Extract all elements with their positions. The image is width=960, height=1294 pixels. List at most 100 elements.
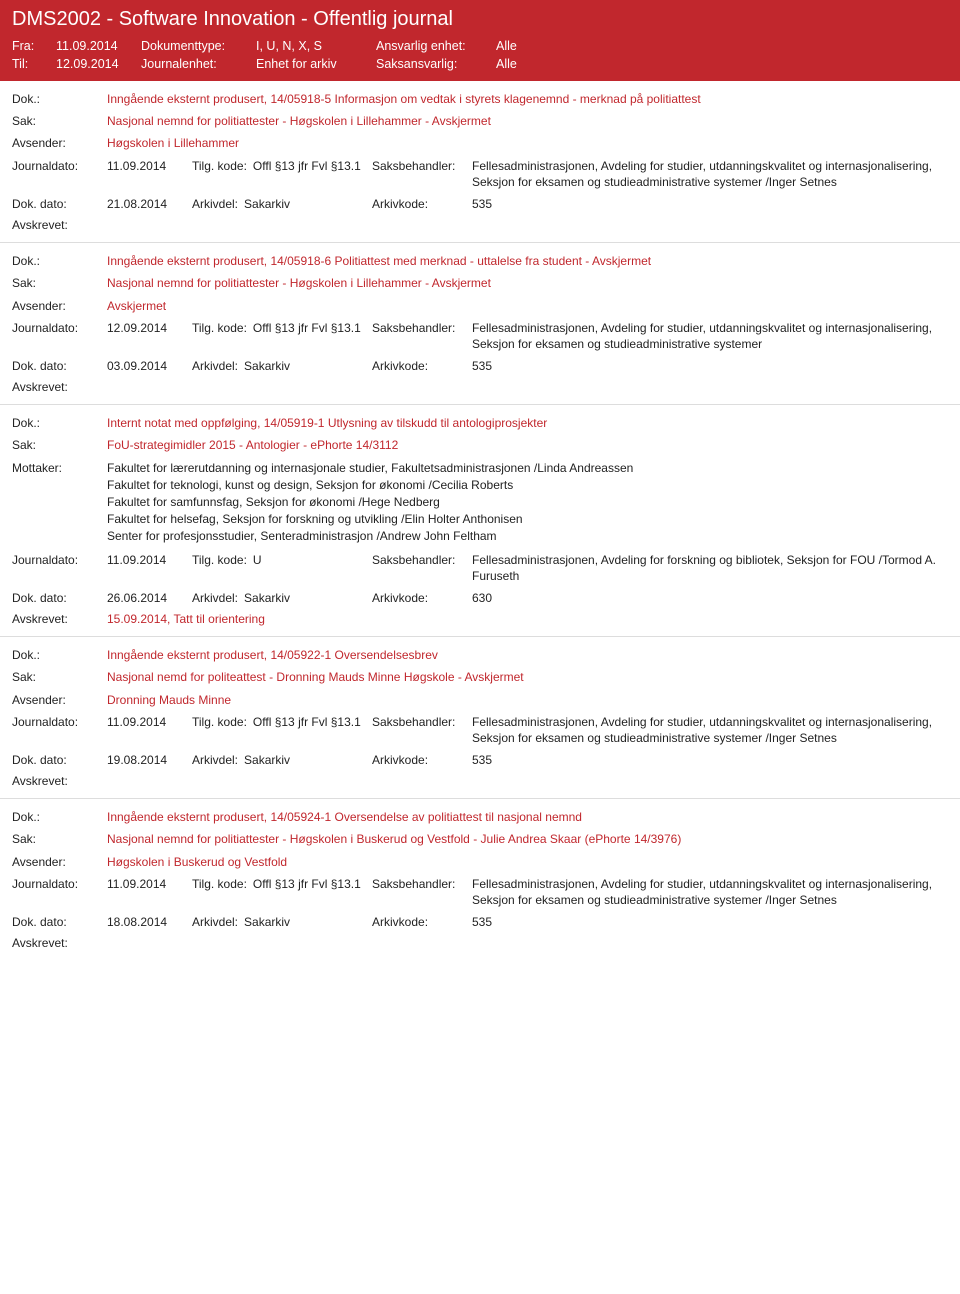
dokdato-label-lbl: Dok. dato: [12,196,67,212]
avsender-row: Avsender:Dronning Mauds Minne [12,692,948,708]
avsender-row: Avsender:Avskjermet [12,298,948,314]
dokdato-label: Dok. dato: [12,196,107,212]
journalenhet-value: Enhet for arkiv [256,57,376,71]
meta-row-2: Dok. dato:18.08.2014Arkivdel:SakarkivArk… [12,914,948,930]
arkivkode-value: 535 [472,914,948,930]
tilgkode-cell-lbl: Tilg. kode: [192,714,247,730]
journaldato-label-lbl: Journaldato: [12,552,78,568]
journal-record: Dok.:Inngående eksternt produsert, 14/05… [0,81,960,242]
meta-row-1: Journaldato:11.09.2014Tilg. kode:Offl §1… [12,158,948,190]
journaldato-label-lbl: Journaldato: [12,876,78,892]
arkivkode-label: Arkivkode: [372,358,472,374]
saksbehandler-value-val: Fellesadministrasjonen, Avdeling for stu… [472,320,948,352]
journaldato-value: 11.09.2014 [107,158,192,174]
report-header: DMS2002 - Software Innovation - Offentli… [0,0,960,81]
arkivdel-cell-val: Sakarkiv [244,196,290,212]
saksbehandler-value-val: Fellesadministrasjonen, Avdeling for stu… [472,876,948,908]
arkivdel-cell-lbl: Arkivdel: [192,358,238,374]
sak-row: Sak:Nasjonal nemnd for politiattester - … [12,113,948,129]
arkivkode-value: 535 [472,358,948,374]
tilgkode-cell: Tilg. kode:Offl §13 jfr Fvl §13.1 [192,320,372,336]
tilgkode-cell-val: Offl §13 jfr Fvl §13.1 [253,158,361,174]
sak-row-label: Sak: [12,437,107,453]
tilgkode-cell-val: Offl §13 jfr Fvl §13.1 [253,876,361,892]
dokdato-value: 18.08.2014 [107,914,192,930]
sak-row: Sak:Nasjonal nemnd for politiattester - … [12,831,948,847]
dok-row-label: Dok.: [12,415,107,431]
avskrevet-row: Avskrevet: [12,774,948,788]
saksbehandler-value-val: Fellesadministrasjonen, Avdeling for stu… [472,714,948,746]
avsender-row-label: Avsender: [12,135,107,151]
saksansvarlig-value: Alle [496,57,948,71]
dokdato-label-lbl: Dok. dato: [12,590,67,606]
ansvarlig-label: Ansvarlig enhet: [376,39,496,53]
arkivkode-label-lbl: Arkivkode: [372,914,428,930]
dokdato-label-lbl: Dok. dato: [12,358,67,374]
arkivkode-label: Arkivkode: [372,196,472,212]
sak-row: Sak:FoU-strategimidler 2015 - Antologier… [12,437,948,453]
dokdato-label: Dok. dato: [12,358,107,374]
sak-row-label: Sak: [12,669,107,685]
saksbehandler-label-lbl: Saksbehandler: [372,158,455,174]
tilgkode-cell-val: Offl §13 jfr Fvl §13.1 [253,714,361,730]
journal-record: Dok.:Internt notat med oppfølging, 14/05… [0,404,960,636]
arkivdel-cell: Arkivdel:Sakarkiv [192,358,372,374]
avskrevet-label: Avskrevet: [12,774,107,788]
dokdato-label: Dok. dato: [12,914,107,930]
journal-record: Dok.:Inngående eksternt produsert, 14/05… [0,798,960,960]
meta-row-2: Dok. dato:26.06.2014Arkivdel:SakarkivArk… [12,590,948,606]
journaldato-value: 11.09.2014 [107,876,192,892]
avskrevet-label: Avskrevet: [12,936,107,950]
arkivkode-value: 535 [472,752,948,768]
tilgkode-cell: Tilg. kode: Offl §13 jfr Fvl §13.1 [192,714,372,730]
saksbehandler-value-val: Fellesadministrasjonen, Avdeling for stu… [472,158,948,190]
dokdato-value-val: 26.06.2014 [107,590,167,606]
dok-row-value: Inngående eksternt produsert, 14/05922-1… [107,647,948,663]
journaldato-value-val: 12.09.2014 [107,320,167,336]
mottaker-row: Mottaker:Fakultet for lærerutdanning og … [12,460,948,546]
tilgkode-cell-lbl: Tilg. kode: [192,552,247,568]
sak-row-value: FoU-strategimidler 2015 - Antologier - e… [107,437,948,453]
arkivdel-cell-val: Sakarkiv [244,752,290,768]
mottaker-item: Fakultet for samfunnsfag, Seksjon for øk… [107,494,948,510]
avskrevet-row: Avskrevet: [12,936,948,950]
avskrevet-label: Avskrevet: [12,218,107,232]
dok-row: Dok.:Internt notat med oppfølging, 14/05… [12,415,948,431]
dokdato-value-val: 19.08.2014 [107,752,167,768]
dok-row: Dok.:Inngående eksternt produsert, 14/05… [12,809,948,825]
journaldato-value-val: 11.09.2014 [107,552,166,568]
journaldato-label: Journaldato: [12,714,107,730]
saksbehandler-label: Saksbehandler: [372,714,472,730]
saksbehandler-value: Fellesadministrasjonen, Avdeling for stu… [472,158,948,190]
arkivdel-cell: Arkivdel:Sakarkiv [192,752,372,768]
arkivdel-cell: Arkivdel: Sakarkiv [192,196,372,212]
journaldato-value: 11.09.2014 [107,714,192,730]
saksbehandler-label: Saksbehandler: [372,158,472,174]
sak-row-label: Sak: [12,113,107,129]
arkivdel-cell-lbl: Arkivdel: [192,196,238,212]
saksbehandler-label-lbl: Saksbehandler: [372,320,455,336]
dokdato-value-val: 21.08.2014 [107,196,167,212]
dokdato-value: 21.08.2014 [107,196,192,212]
meta-row-1: Journaldato:11.09.2014Tilg. kode: Offl §1… [12,714,948,746]
journaldato-label: Journaldato: [12,552,107,568]
journaldato-value-val: 11.09.2014 [107,876,166,892]
arkivkode-label-lbl: Arkivkode: [372,196,428,212]
saksbehandler-value-val: Fellesadministrasjonen, Avdeling for for… [472,552,948,584]
saksbehandler-value: Fellesadministrasjonen, Avdeling for stu… [472,876,948,908]
tilgkode-cell: Tilg. kode:Offl §13 jfr Fvl §13.1 [192,158,372,174]
dok-row-value: Inngående eksternt produsert, 14/05924-1… [107,809,948,825]
dok-row-label: Dok.: [12,253,107,269]
dok-row-label: Dok.: [12,647,107,663]
avsender-row: Avsender:Høgskolen i Lillehammer [12,135,948,151]
meta-row-2: Dok. dato:03.09.2014Arkivdel:SakarkivArk… [12,358,948,374]
saksbehandler-label-lbl: Saksbehandler: [372,876,455,892]
journal-record: Dok.:Inngående eksternt produsert, 14/05… [0,242,960,404]
meta-row-1: Journaldato:11.09.2014Tilg. kode:USaksbe… [12,552,948,584]
dok-row-label: Dok.: [12,809,107,825]
tilgkode-cell-lbl: Tilg. kode: [192,876,247,892]
arkivkode-label-lbl: Arkivkode: [372,590,428,606]
avsender-row-value: Dronning Mauds Minne [107,692,948,708]
ansvarlig-value: Alle [496,39,948,53]
mottaker-item: Fakultet for lærerutdanning og internasj… [107,460,948,476]
